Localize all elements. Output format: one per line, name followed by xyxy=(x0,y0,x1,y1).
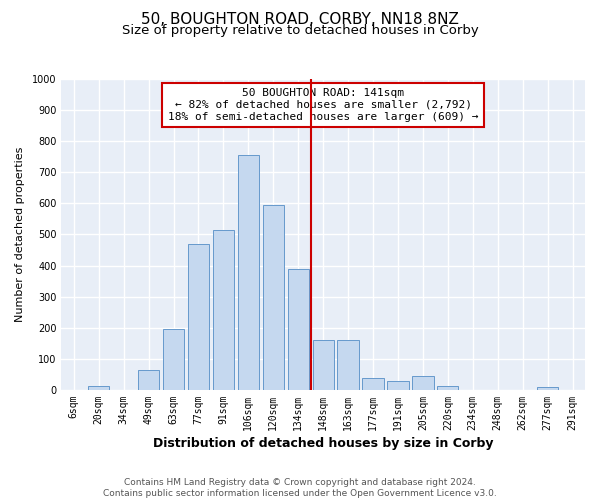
Bar xyxy=(188,244,209,390)
Bar xyxy=(238,155,259,390)
Text: 50, BOUGHTON ROAD, CORBY, NN18 8NZ: 50, BOUGHTON ROAD, CORBY, NN18 8NZ xyxy=(141,12,459,28)
X-axis label: Distribution of detached houses by size in Corby: Distribution of detached houses by size … xyxy=(153,437,493,450)
Bar xyxy=(88,386,109,390)
Y-axis label: Number of detached properties: Number of detached properties xyxy=(15,147,25,322)
Bar xyxy=(287,268,309,390)
Bar xyxy=(263,205,284,390)
Bar xyxy=(337,340,359,390)
Text: Size of property relative to detached houses in Corby: Size of property relative to detached ho… xyxy=(122,24,478,37)
Bar xyxy=(412,376,434,390)
Bar xyxy=(362,378,383,390)
Bar xyxy=(213,230,234,390)
Bar xyxy=(437,386,458,390)
Bar xyxy=(313,340,334,390)
Text: Contains HM Land Registry data © Crown copyright and database right 2024.
Contai: Contains HM Land Registry data © Crown c… xyxy=(103,478,497,498)
Bar xyxy=(537,388,558,390)
Bar xyxy=(138,370,159,390)
Bar xyxy=(388,381,409,390)
Bar xyxy=(163,330,184,390)
Text: 50 BOUGHTON ROAD: 141sqm
← 82% of detached houses are smaller (2,792)
18% of sem: 50 BOUGHTON ROAD: 141sqm ← 82% of detach… xyxy=(168,88,478,122)
